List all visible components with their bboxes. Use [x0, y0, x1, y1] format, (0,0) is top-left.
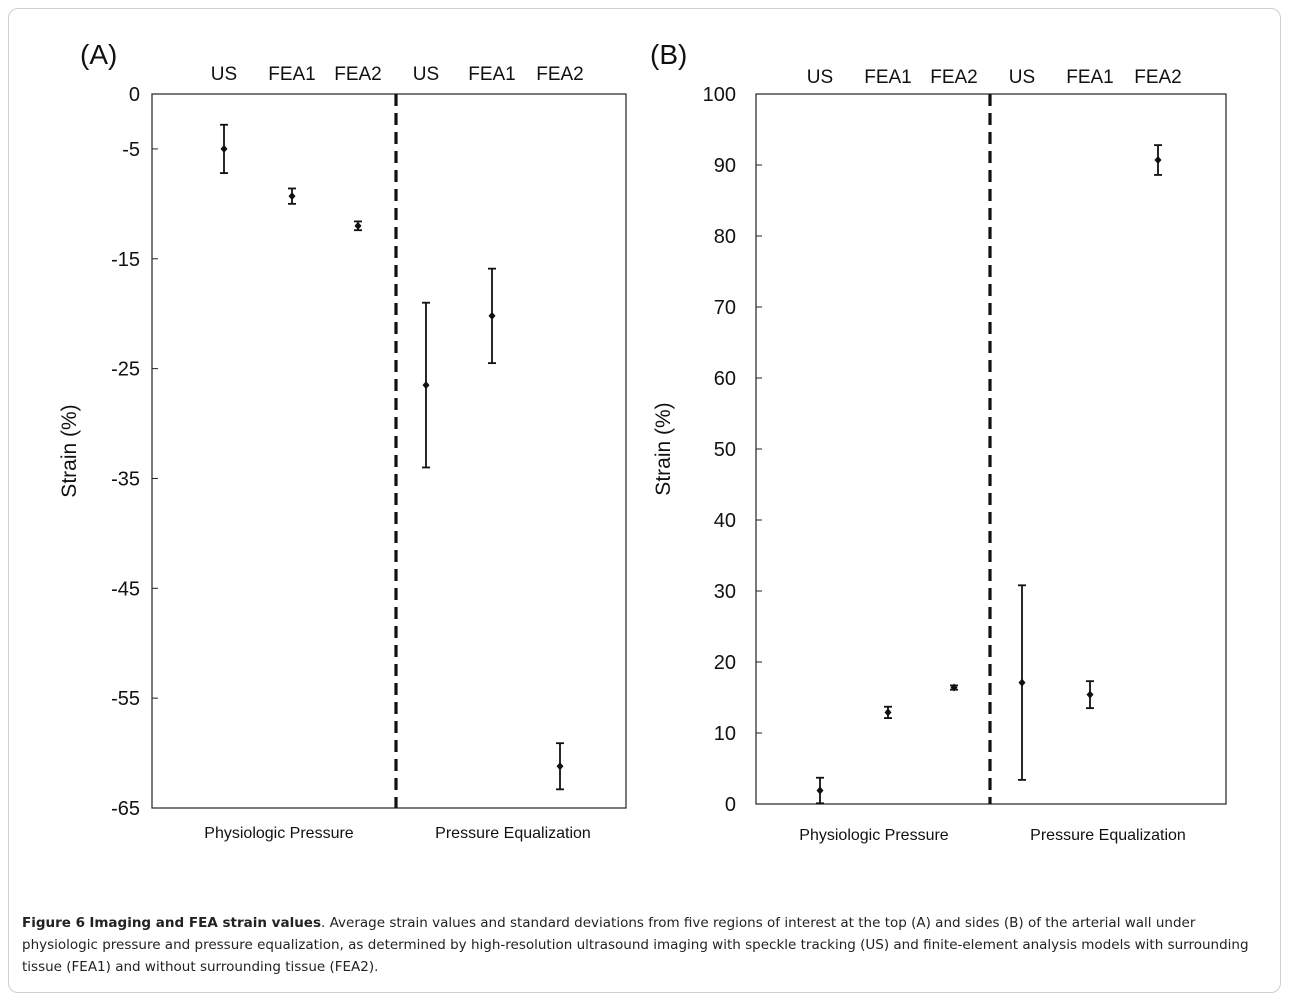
panel-b-group-label: Physiologic Pressure	[799, 827, 949, 844]
caption-figure-title: Imaging and FEA strain values	[89, 915, 322, 931]
panel-a-plot-frame	[151, 93, 627, 809]
panel-a-ytick-label: -25	[111, 359, 140, 381]
panel-b-data-point	[1018, 678, 1026, 687]
panel-a-ytick-label: -35	[111, 468, 140, 490]
panel-a-data-point	[422, 381, 430, 390]
panel-b-category-label: US	[807, 67, 833, 88]
panel-a-ytick-label: -55	[111, 688, 140, 710]
panel-a-ytick-label: -5	[122, 139, 140, 161]
panel-b-ytick-label: 10	[714, 723, 736, 745]
panel-b-category-label: US	[1009, 67, 1035, 88]
panel-a-group-label: Pressure Equalization	[435, 825, 591, 842]
panel-b-ytick-label: 40	[714, 510, 736, 532]
panel-b-ytick-label: 90	[714, 155, 736, 177]
panel-b-category-label: FEA1	[864, 67, 912, 88]
panel-a-ytick-label: -65	[111, 798, 140, 820]
panel-a-category-label: US	[413, 64, 439, 85]
panel-b-data-point	[816, 786, 824, 795]
panel-a-ytick-label: -15	[111, 249, 140, 271]
panel-b-ytick-label: 50	[714, 439, 736, 461]
panel-a-category-label: US	[211, 64, 237, 85]
panel-b-ytick-label: 60	[714, 368, 736, 390]
panel-a-data-point	[288, 192, 296, 201]
panel-a-ylabel: Strain (%)	[58, 404, 81, 497]
panel-b-data-point	[1086, 690, 1094, 699]
panel-a-data-point	[488, 311, 496, 320]
panel-b-ytick-label: 0	[725, 794, 736, 816]
panel-a-ytick-label: -45	[111, 578, 140, 600]
caption-figure-label: Figure 6	[22, 915, 86, 931]
panel-b-ytick-label: 20	[714, 652, 736, 674]
panel-b-category-label: FEA1	[1066, 67, 1114, 88]
panel-a-category-label: FEA1	[268, 64, 316, 85]
figure-caption: Figure 6 Imaging and FEA strain values. …	[22, 912, 1270, 978]
panel-a-label: (A)	[80, 39, 117, 70]
figure-frame	[8, 8, 1281, 993]
panel-b-ytick-label: 80	[714, 226, 736, 248]
panel-b-ytick-label: 100	[703, 84, 736, 106]
panel-a-data-point	[556, 762, 564, 771]
panel-a-ytick-label: 0	[129, 84, 140, 106]
panel-b-data-point	[1154, 156, 1162, 165]
caption-text: . Average strain values and standard dev…	[22, 915, 1249, 975]
panel-a-category-label: FEA2	[334, 64, 382, 85]
panel-b-data-point	[884, 708, 892, 717]
panel-b-category-label: FEA2	[930, 67, 978, 88]
panel-a-category-label: FEA1	[468, 64, 516, 85]
panel-a-group-label: Physiologic Pressure	[204, 825, 354, 842]
panel-b-ylabel: Strain (%)	[652, 402, 675, 495]
panel-a-data-point	[354, 221, 362, 230]
panel-b-group-label: Pressure Equalization	[1030, 827, 1186, 844]
panel-b-label: (B)	[650, 39, 687, 70]
panel-a-data-point	[220, 144, 228, 153]
panel-b-category-label: FEA2	[1134, 67, 1182, 88]
panel-a-category-label: FEA2	[536, 64, 584, 85]
panel-b-ytick-label: 30	[714, 581, 736, 603]
panel-b-ytick-label: 70	[714, 297, 736, 319]
panel-b-data-point	[950, 683, 958, 692]
